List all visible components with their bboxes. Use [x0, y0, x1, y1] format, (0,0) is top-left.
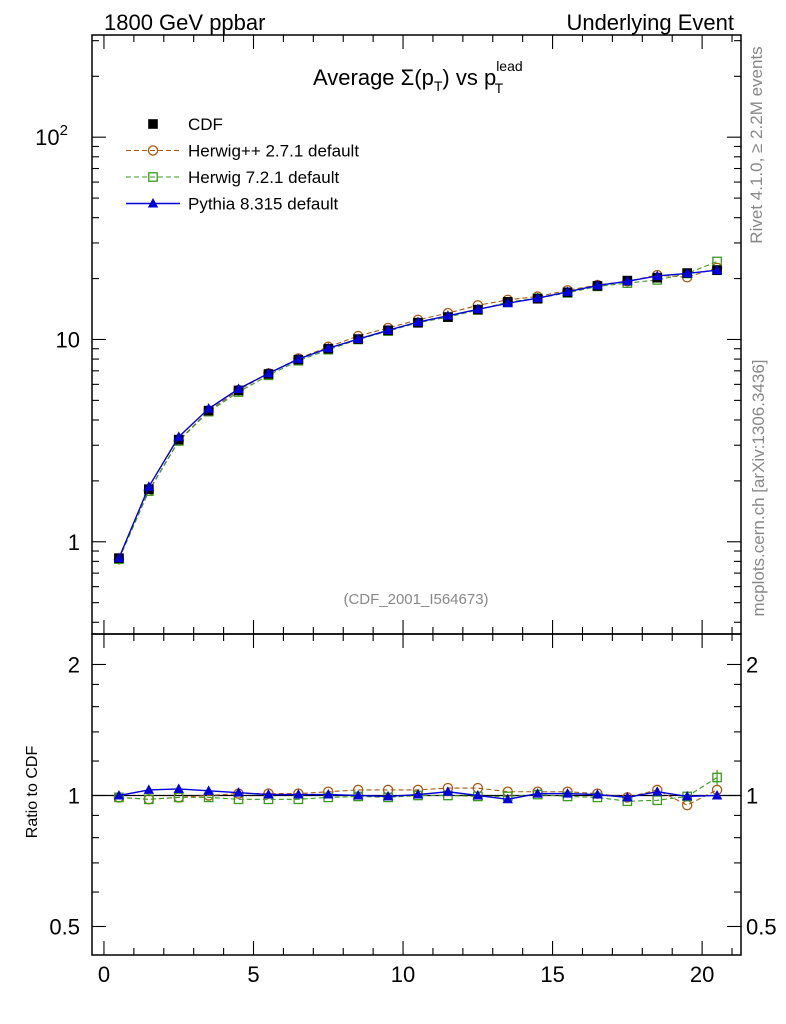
x-tick-label: 0: [98, 962, 110, 987]
upper-pythia-point: [143, 481, 155, 491]
upper-y-tick-label: 10: [56, 327, 80, 352]
upper-pythia-point: [412, 316, 424, 327]
upper-pythia-point: [382, 324, 394, 335]
legend-label-cdf: CDF: [188, 115, 223, 134]
ratio-pythia-point: [412, 789, 424, 799]
ratio-pythia-point: [442, 786, 454, 796]
ratio-y-tick-label-right: 0.5: [746, 914, 777, 939]
legend-marker-herwigpp: [147, 145, 159, 156]
upper-pythia-point: [293, 353, 304, 364]
title-sub1: T: [434, 78, 443, 94]
title-mid: ) vs p: [442, 65, 496, 90]
ratio-y-tick-label: 0.5: [49, 914, 80, 939]
ratio-herwigpp-point: [681, 799, 693, 811]
upper-pythia-point: [592, 279, 603, 290]
side-label-mcplots: mcplots.cern.ch [arXiv:1306.3436]: [749, 359, 768, 616]
ratio-y-tick-label: 2: [68, 652, 80, 677]
ratio-pythia-point: [203, 785, 214, 795]
ratio-pythia-point: [113, 789, 125, 800]
upper-pythia-point: [532, 292, 543, 303]
ratio-pythia-point: [652, 786, 663, 796]
upper-pythia-point: [323, 342, 334, 353]
upper-pythia-point: [442, 310, 454, 320]
ratio-y-tick-label-right: 1: [746, 783, 758, 808]
upper-pythia-point: [113, 552, 125, 563]
title-sup: lead: [496, 58, 522, 74]
x-tick-label: 20: [690, 962, 714, 987]
title-sigma: Σ(p: [401, 65, 434, 90]
ratio-pythia-point: [622, 791, 633, 802]
legend-item-herwig7: Herwig 7.2.1 default: [126, 168, 339, 187]
ratio-pythia-point: [293, 789, 304, 799]
ratio-pythia-point: [502, 793, 513, 804]
legend: CDF Herwig++ 2.7.1 default Herwig 7.2.1 de…: [126, 115, 359, 214]
ratio-pythia-point: [143, 784, 155, 794]
lower-panel-marks: [92, 770, 741, 811]
upper-pythia-point: [173, 431, 184, 441]
upper-pythia-point: [502, 297, 513, 308]
upper-panel-axes: 1 10 102: [35, 34, 742, 635]
legend-label-herwig7: Herwig 7.2.1 default: [188, 168, 339, 187]
title-prefix: Average: [313, 65, 401, 90]
x-tick-label: 10: [391, 962, 415, 987]
legend-label-pythia: Pythia 8.315 default: [188, 195, 339, 214]
legend-label-herwigpp: Herwig++ 2.7.1 default: [188, 142, 359, 161]
x-tick-label: 15: [540, 962, 564, 987]
x-tick-label: 5: [247, 962, 259, 987]
ratio-y-tick-label-right: 2: [746, 652, 758, 677]
ratio-herwig7-point: [143, 794, 154, 805]
header-left: 1800 GeV ppbar: [104, 10, 265, 35]
lower-frame: [91, 633, 742, 956]
legend-item-herwigpp: Herwig++ 2.7.1 default: [126, 142, 359, 161]
legend-item-pythia: Pythia 8.315 default: [126, 195, 339, 214]
legend-marker-herwig7: [148, 172, 158, 182]
ratio-herwig7-point: [173, 792, 184, 803]
legend-marker-cdf: [148, 119, 158, 129]
legend-item-cdf: CDF: [148, 115, 223, 134]
ratio-pythia-point: [711, 789, 723, 800]
upper-pythia-point: [263, 367, 274, 378]
upper-y-tick-label: 1: [68, 530, 80, 555]
ratio-pythia-point: [263, 789, 274, 799]
ratio-pythia-point: [562, 788, 573, 798]
upper-pythia-point: [233, 383, 244, 393]
ratio-pythia-point: [173, 783, 184, 793]
ratio-pythia-point: [233, 787, 244, 797]
upper-panel-marks: [113, 256, 723, 565]
ratio-pythia-point: [532, 788, 543, 798]
ratio-pythia-point: [352, 789, 364, 800]
upper-y-tick-label: 102: [35, 122, 68, 150]
header-right: Underlying Event: [566, 10, 734, 35]
upper-pythia-point: [562, 286, 573, 296]
ratio-pythia-point: [323, 789, 334, 799]
upper-pythia-point: [652, 270, 663, 280]
upper-pythia-point: [711, 264, 723, 275]
ratio-pythia-point: [472, 789, 484, 800]
upper-pythia-point: [472, 303, 484, 314]
ratio-pythia-point: [681, 790, 693, 801]
ratio-pythia-point: [592, 789, 603, 799]
analysis-id: (CDF_2001_I564673): [343, 591, 488, 608]
ratio-herwig7-point: [652, 795, 663, 806]
upper-pythia-point: [681, 267, 693, 278]
title-sub2: T: [495, 80, 504, 96]
lower-panel-axes: 0.5 0.51 12 20 5 10 15 20: [49, 633, 777, 987]
ratio-pythia-point: [382, 790, 394, 801]
ratio-ylabel: Ratio to CDF: [24, 746, 41, 839]
chart-title: Average Σ(pT) vs plead T: [313, 58, 523, 96]
ratio-y-tick-label: 1: [68, 783, 80, 808]
ratio-herwig7-point: [712, 772, 722, 783]
upper-pythia-point: [622, 275, 633, 286]
upper-pythia-point: [352, 333, 364, 344]
upper-pythia-point: [203, 403, 214, 413]
legend-marker-pythia: [147, 198, 159, 208]
side-label-rivet: Rivet 4.1.0, ≥ 2.2M events: [747, 46, 766, 243]
